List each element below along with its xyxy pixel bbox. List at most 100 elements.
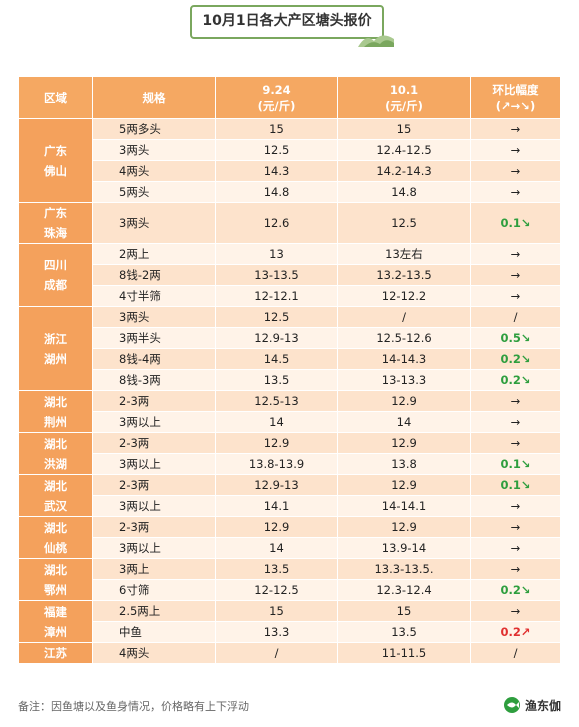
region-cell: 广东 珠海 xyxy=(18,202,93,244)
region-label: 仙桃 xyxy=(44,540,67,555)
table-row: 8钱-3两 13.5 13-13.3 0.2↘ xyxy=(19,369,561,391)
region-cell: 湖北 洪湖 xyxy=(18,432,93,475)
header-col1-date: 9.24 xyxy=(262,82,291,97)
price-0924-cell: 14.3 xyxy=(215,160,338,182)
table-row: 3两以上 14 14 → xyxy=(19,411,561,433)
price-0924-cell: 13-13.5 xyxy=(215,264,338,286)
price-0924-cell: 14 xyxy=(215,537,338,559)
header-spec: 规格 xyxy=(92,76,216,119)
region-label: 洪湖 xyxy=(44,456,67,471)
change-cell: → xyxy=(470,264,561,286)
price-1001-cell: / xyxy=(337,306,471,328)
region-label: 四川 xyxy=(44,258,67,272)
title-frame xyxy=(190,5,384,39)
price-table: 区域 规格 9.24 (元/斤) 10.1 (元/斤) 环比幅度 (↗→↘) 广… xyxy=(18,76,561,664)
change-cell: → xyxy=(470,243,561,265)
region-label: 广东 xyxy=(44,143,67,158)
region-cell: 江苏 xyxy=(18,642,93,664)
spec-cell: 2-3两 xyxy=(92,516,216,538)
change-cell: → xyxy=(470,160,561,182)
spec-cell: 3两头 xyxy=(92,306,216,328)
table-row: 湖北 仙桃 2-3两 12.9 12.9 → xyxy=(18,516,561,559)
region-label: 湖州 xyxy=(44,351,67,366)
header-col2: 10.1 (元/斤) xyxy=(337,76,471,119)
price-0924-cell: / xyxy=(215,642,338,664)
price-0924-cell: 13.3 xyxy=(215,621,338,643)
change-cell: → xyxy=(470,537,561,559)
table-row: 四川 成都 2两上 13 13左右 → xyxy=(18,243,561,307)
table-row: 3两以上 14.1 14-14.1 → xyxy=(19,495,561,517)
header-col1-unit: (元/斤) xyxy=(257,98,296,113)
price-0924-cell: 13.8-13.9 xyxy=(215,453,338,475)
table-row: 湖北 洪湖 2-3两 12.9 12.9 → xyxy=(18,432,561,475)
price-0924-cell: 12.5 xyxy=(215,139,338,161)
change-cell: → xyxy=(470,285,561,307)
price-1001-cell: 12.9 xyxy=(337,432,471,454)
table-row: 浙江 湖州 3两头 12.5// xyxy=(18,306,561,391)
region-label: 浙江 xyxy=(44,331,67,346)
price-0924-cell: 12.5-13 xyxy=(215,390,338,412)
price-0924-cell: 14.5 xyxy=(215,348,338,370)
region-label: 广东 xyxy=(44,206,67,220)
price-1001-cell: 15 xyxy=(337,600,471,622)
region-label: 湖北 xyxy=(44,436,67,451)
change-cell: → xyxy=(470,181,561,203)
price-1001-cell: 12.5-12.6 xyxy=(337,327,471,349)
price-0924-cell: 14 xyxy=(215,411,338,433)
price-1001-cell: 13.3-13.5. xyxy=(337,558,471,580)
header-col1: 9.24 (元/斤) xyxy=(215,76,338,119)
change-cell: / xyxy=(470,306,561,328)
spec-cell: 3两以上 xyxy=(92,495,216,517)
spec-cell: 中鱼 xyxy=(92,621,216,643)
header-col2-date: 10.1 xyxy=(389,82,419,97)
change-cell: → xyxy=(470,432,561,454)
price-0924-cell: 12.6 xyxy=(215,202,338,244)
region-label: 福建 xyxy=(44,604,67,619)
region-label: 武汉 xyxy=(44,498,67,513)
spec-cell: 2.5两上 xyxy=(92,600,216,622)
table-row: 3两以上 13.8-13.9 13.8 0.1↘ xyxy=(19,453,561,475)
price-1001-cell: 14-14.1 xyxy=(337,495,471,517)
spec-cell: 6寸筛 xyxy=(92,579,216,601)
table-row: 5两头 14.8 14.8 → xyxy=(19,181,561,203)
table-body: 广东 佛山 5两多头 15 15 → 3两头 12.5 12.4-12.5 → 4两头 14.3 14.… xyxy=(18,118,561,664)
price-1001-cell: 14-14.3 xyxy=(337,348,471,370)
spec-cell: 3两以上 xyxy=(92,411,216,433)
region-cell: 湖北 仙桃 xyxy=(18,516,93,559)
header-region: 区域 xyxy=(18,76,93,119)
price-1001-cell: 12-12.2 xyxy=(337,285,471,307)
price-0924-cell: 14.1 xyxy=(215,495,338,517)
price-0924-cell: 12.5 xyxy=(215,306,338,328)
region-label: 成都 xyxy=(44,278,67,292)
region-label: 珠海 xyxy=(44,226,67,240)
spec-cell: 8钱-3两 xyxy=(92,369,216,391)
change-cell: → xyxy=(470,139,561,161)
region-cell: 湖北 荆州 xyxy=(18,390,93,433)
header-change-label: 环比幅度 xyxy=(492,82,539,97)
page-title: 10月1日各大产区塘头报价 xyxy=(202,13,372,29)
spec-cell: 3两以上 xyxy=(92,453,216,475)
spec-cell: 3两上 xyxy=(92,558,216,580)
table-row: 湖北 武汉 2-3两 12.9-13 12.9 0.1↘ xyxy=(18,474,561,517)
price-1001-cell: 14.8 xyxy=(337,181,471,203)
region-cell: 四川 成都 xyxy=(18,243,93,307)
region-cell: 广东 佛山 xyxy=(18,118,93,203)
price-1001-cell: 13.8 xyxy=(337,453,471,475)
price-1001-cell: 14 xyxy=(337,411,471,433)
price-1001-cell: 12.9 xyxy=(337,474,471,496)
price-1001-cell: 12.4-12.5 xyxy=(337,139,471,161)
region-cell: 福建 漳州 xyxy=(18,600,93,643)
region-label: 漳州 xyxy=(44,624,67,639)
change-cell: 0.1↘ xyxy=(470,474,561,496)
price-1001-cell: 12.9 xyxy=(337,390,471,412)
change-cell: 0.1↘ xyxy=(470,202,561,244)
price-1001-cell: 12.3-12.4 xyxy=(337,579,471,601)
region-label: 佛山 xyxy=(44,163,67,178)
spec-cell: 5两头 xyxy=(92,181,216,203)
brand-watermark: 渔东伽 xyxy=(503,694,561,716)
change-cell: → xyxy=(470,118,561,140)
price-1001-cell: 13.9-14 xyxy=(337,537,471,559)
price-1001-cell: 11-11.5 xyxy=(337,642,471,664)
price-1001-cell: 13.5 xyxy=(337,621,471,643)
price-0924-cell: 15 xyxy=(215,118,338,140)
